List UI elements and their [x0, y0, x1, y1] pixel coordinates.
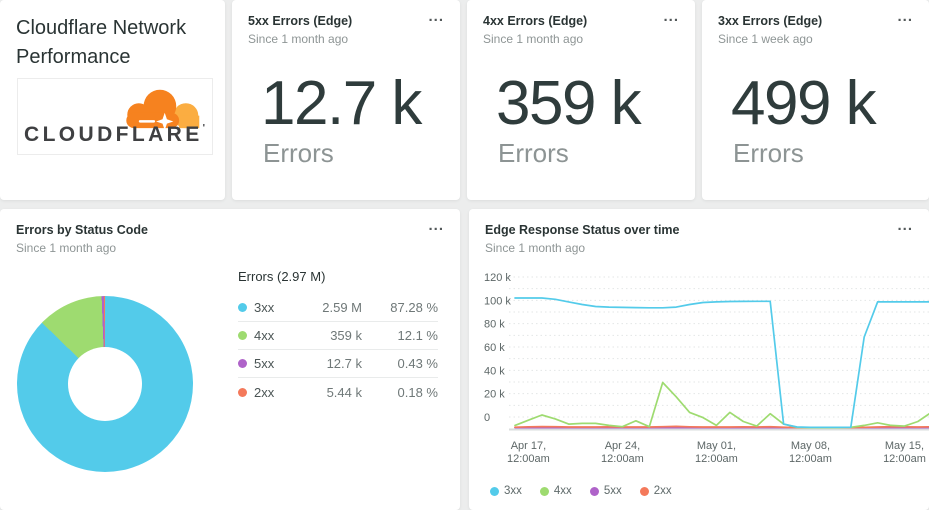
widget-title: Errors by Status Code: [16, 223, 148, 237]
widget-title: 4xx Errors (Edge): [483, 14, 588, 28]
svg-text:Apr 17,12:00am: Apr 17, 12:00am: [507, 440, 550, 465]
legend-row-5xx[interactable]: 5xx 12.7 k 0.43 %: [238, 350, 438, 378]
billboard-unit-label: Errors: [263, 138, 334, 168]
svg-text:100 k: 100 k: [484, 295, 511, 307]
legend-label: 3xx: [504, 485, 522, 497]
svg-text:Apr 24,12:00am: Apr 24, 12:00am: [601, 440, 644, 465]
widget-menu-ellipsis-icon[interactable]: ...: [897, 217, 913, 234]
series-color-dot-3xx: [490, 486, 499, 496]
billboard-unit-label: Errors: [498, 138, 569, 168]
svg-text:May 01,12:00am: May 01, 12:00am: [695, 440, 738, 465]
cloudflare-wordmark: CLOUDFLARE': [24, 123, 206, 146]
cloudflare-cloud-icon: [126, 89, 200, 131]
svg-text:May 15,12:00am: May 15, 12:00am: [883, 440, 926, 465]
legend-item-3xx[interactable]: 3xx: [490, 485, 522, 497]
pie-legend-table: Errors (2.97 M) 3xx 2.59 M 87.28 % 4xx 3…: [238, 269, 438, 406]
widget-timerange: Since 1 month ago: [485, 241, 586, 255]
edge-response-status-card: 0 20 k 40 k 60 k 80 k 100 k 120 k Apr 17, 12:00a…: [469, 209, 929, 510]
donut-chart[interactable]: [17, 296, 193, 472]
line-chart-legend: 3xx 4xx 5xx 2xx: [490, 485, 672, 497]
series-percent: 0.43 %: [397, 356, 438, 371]
billboard-4xx-errors: 4xx Errors (Edge) Since 1 month ago ... …: [467, 0, 695, 200]
legend-label: 5xx: [603, 485, 622, 497]
legend-label: 2xx: [653, 485, 672, 497]
series-value: 5.44 k: [326, 384, 362, 400]
series-color-dot-2xx: [238, 387, 247, 397]
series-color-dot-4xx: [539, 486, 549, 496]
widget-menu-ellipsis-icon[interactable]: ...: [897, 8, 913, 25]
billboard-value: 359 k: [496, 69, 642, 138]
series-percent: 12.1 %: [397, 328, 438, 343]
widget-menu-ellipsis-icon[interactable]: ...: [663, 8, 679, 25]
svg-text:80 k: 80 k: [484, 319, 505, 331]
series-label: 2xx: [254, 384, 275, 400]
legend-row-3xx[interactable]: 3xx 2.59 M 87.28 %: [238, 294, 438, 322]
svg-text:40 k: 40 k: [484, 365, 505, 377]
svg-text:May 08,12:00am: May 08, 12:00am: [789, 440, 832, 465]
pie-table-header: Errors (2.97 M): [238, 269, 326, 284]
series-label: 3xx: [254, 300, 275, 315]
series-value: 2.59 M: [322, 300, 362, 315]
series-color-dot-2xx: [639, 486, 649, 496]
series-color-dot-3xx: [238, 303, 247, 312]
legend-row-4xx[interactable]: 4xx 359 k 12.1 %: [238, 322, 438, 350]
page-title: Cloudflare Network Performance: [16, 17, 187, 68]
legend-label: 4xx: [553, 485, 572, 497]
donut-hole: [68, 347, 142, 421]
widget-title: 3xx Errors (Edge): [718, 14, 823, 28]
legend-item-2xx[interactable]: 2xx: [639, 485, 672, 497]
svg-text:60 k: 60 k: [484, 342, 505, 354]
widget-timerange: Since 1 month ago: [483, 32, 584, 46]
svg-text:120 k: 120 k: [484, 272, 511, 284]
widget-timerange: Since 1 month ago: [248, 32, 349, 46]
series-value: 12.7 k: [326, 356, 362, 371]
legend-row-2xx[interactable]: 2xx 5.44 k 0.18 %: [238, 378, 438, 406]
legend-item-5xx[interactable]: 5xx: [589, 485, 622, 497]
series-label: 5xx: [254, 356, 275, 371]
widget-menu-ellipsis-icon[interactable]: ...: [428, 8, 444, 25]
widget-title: 5xx Errors (Edge): [248, 14, 353, 28]
series-value: 359 k: [330, 328, 362, 343]
series-color-dot-5xx: [589, 486, 599, 496]
errors-by-status-code-card: Errors by Status Code Since 1 month ago …: [0, 209, 460, 510]
cloudflare-logo: CLOUDFLARE': [17, 78, 213, 155]
svg-text:20 k: 20 k: [484, 389, 505, 401]
billboard-unit-label: Errors: [733, 138, 804, 168]
billboard-value: 12.7 k: [261, 69, 422, 138]
line-chart[interactable]: 0 20 k 40 k 60 k 80 k 100 k 120 k Apr 17, 12:00a…: [469, 209, 929, 510]
legend-item-4xx[interactable]: 4xx: [539, 485, 572, 497]
series-label: 4xx: [254, 328, 275, 343]
widget-menu-ellipsis-icon[interactable]: ...: [428, 217, 444, 234]
widget-title: Edge Response Status over time: [485, 223, 680, 237]
widget-timerange: Since 1 month ago: [16, 241, 117, 255]
series-color-dot-4xx: [238, 331, 247, 340]
svg-text:0: 0: [484, 412, 490, 424]
series-color-dot-5xx: [238, 359, 247, 368]
widget-timerange: Since 1 week ago: [718, 32, 813, 46]
dashboard-title-card: Cloudflare Network Performance CLOUDFLAR…: [0, 0, 225, 200]
billboard-5xx-errors: 5xx Errors (Edge) Since 1 month ago ... …: [232, 0, 460, 200]
series-percent: 87.28 %: [390, 300, 438, 315]
billboard-value: 499 k: [731, 69, 877, 138]
billboard-3xx-errors: 3xx Errors (Edge) Since 1 week ago ... 4…: [702, 0, 929, 200]
series-percent: 0.18 %: [397, 384, 438, 400]
